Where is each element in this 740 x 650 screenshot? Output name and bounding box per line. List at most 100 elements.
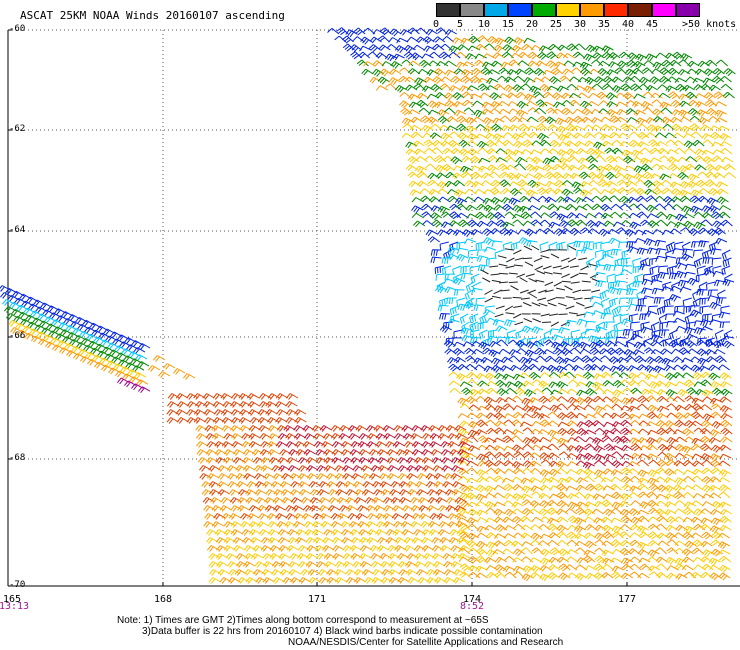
y-tick-label: -70: [9, 580, 26, 590]
wind-barb: [666, 547, 679, 555]
wind-barb: [516, 273, 525, 278]
wind-barb: [403, 433, 416, 440]
note-line-1: Note: 1) Times are GMT 2)Times along bot…: [117, 615, 489, 626]
wind-barb: [719, 555, 732, 563]
wind-barb: [618, 297, 630, 305]
wind-barb: [503, 148, 516, 157]
wind-barb: [712, 75, 725, 84]
wind-barb: [700, 443, 713, 452]
wind-barb: [547, 507, 559, 516]
wind-barb: [547, 124, 560, 131]
wind-barb: [227, 473, 240, 480]
wind-barb: [613, 156, 626, 163]
wind-barb: [364, 577, 377, 584]
wind-barb: [594, 555, 607, 564]
wind-barb: [476, 140, 489, 149]
wind-barb: [529, 460, 542, 468]
wind-barb: [506, 257, 515, 263]
wind-barb: [287, 529, 300, 536]
wind-barb: [555, 460, 568, 469]
x-tick-label: 177: [617, 594, 637, 605]
wind-barb: [620, 379, 632, 387]
wind-barb: [673, 532, 686, 539]
wind-barb: [501, 188, 514, 195]
wind-barb: [661, 59, 674, 68]
wind-barb: [25, 314, 38, 322]
wind-barb: [583, 311, 596, 318]
wind-barb: [199, 473, 212, 480]
wind-barb: [600, 312, 612, 320]
wind-barb: [503, 76, 517, 83]
wind-barb: [43, 334, 56, 342]
wind-barb: [459, 165, 473, 174]
wind-barb: [475, 211, 488, 220]
wind-barb: [359, 45, 372, 52]
wind-barb: [679, 180, 692, 189]
wind-barb: [124, 337, 137, 345]
wind-barb: [421, 203, 434, 211]
wind-barb: [556, 205, 569, 212]
wind-barb: [666, 265, 677, 275]
wind-barb: [620, 220, 634, 227]
wind-barb: [486, 380, 499, 387]
wind-barb: [636, 541, 650, 550]
wind-barb: [540, 557, 553, 566]
wind-barb: [357, 51, 371, 59]
wind-barb: [594, 264, 607, 271]
wind-barb: [708, 484, 721, 492]
wind-barb: [672, 132, 685, 139]
wind-barb: [136, 379, 149, 387]
wind-barb: [265, 409, 278, 416]
wind-barb: [576, 557, 589, 564]
wind-barb: [614, 273, 625, 282]
wind-barb: [421, 124, 434, 133]
wind-barb: [358, 553, 372, 560]
wind-barb: [701, 212, 714, 219]
wind-barb: [585, 388, 598, 397]
wind-barb: [290, 481, 303, 488]
wind-barb: [609, 396, 622, 405]
wind-barb: [590, 117, 603, 124]
wind-barb: [548, 564, 561, 571]
wind-barb: [54, 308, 67, 316]
wind-barb: [589, 187, 602, 195]
wind-barb: [377, 457, 390, 464]
wind-barb: [428, 529, 441, 536]
wind-barb: [404, 76, 417, 83]
wind-barb: [223, 529, 236, 536]
wind-barb: [478, 165, 491, 173]
wind-barb: [669, 181, 683, 189]
wind-barb: [545, 180, 558, 188]
wind-barb: [78, 349, 91, 356]
wind-barb: [584, 429, 597, 436]
wind-barb: [638, 531, 651, 539]
wind-barb: [34, 324, 47, 332]
wind-barb: [556, 213, 569, 222]
wind-barb: [490, 100, 503, 109]
wind-barb: [663, 203, 676, 211]
wind-barb: [674, 452, 687, 459]
wind-barb: [310, 489, 323, 496]
wind-barb: [583, 132, 596, 139]
wind-barb: [516, 109, 529, 118]
wind-barb: [230, 409, 243, 416]
wind-barb: [480, 269, 489, 275]
wind-barb: [421, 545, 434, 552]
wind-barb: [216, 545, 229, 552]
wind-barb: [286, 457, 299, 464]
wind-barb: [290, 577, 303, 584]
wind-barb: [548, 381, 561, 389]
wind-barb: [556, 437, 570, 446]
wind-barb: [547, 540, 560, 547]
wind-barb: [658, 329, 670, 336]
wind-barb: [690, 364, 703, 373]
x-tick-label: 174: [462, 594, 482, 605]
wind-barb: [39, 320, 52, 328]
wind-barb: [294, 417, 307, 424]
wind-barb: [222, 401, 235, 408]
wind-barb: [411, 197, 424, 203]
wind-barb: [628, 379, 641, 387]
wind-barb: [448, 220, 461, 227]
wind-barb: [380, 489, 393, 496]
